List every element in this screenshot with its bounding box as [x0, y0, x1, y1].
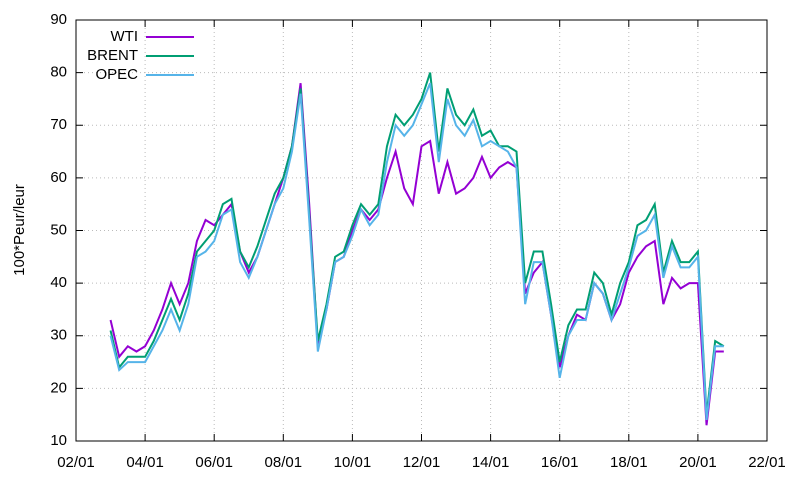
- x-tick-label: 10/01: [334, 454, 372, 471]
- x-tick-label: 22/01: [748, 454, 786, 471]
- y-tick-label: 20: [50, 379, 67, 396]
- x-tick-label: 18/01: [610, 454, 648, 471]
- y-tick-label: 70: [50, 116, 67, 133]
- x-tick-label: 14/01: [472, 454, 510, 471]
- y-tick-label: 90: [50, 11, 67, 28]
- legend-label: OPEC: [95, 66, 138, 83]
- x-tick-label: 04/01: [126, 454, 164, 471]
- x-tick-label: 06/01: [195, 454, 233, 471]
- x-tick-label: 12/01: [403, 454, 441, 471]
- y-tick-label: 30: [50, 327, 67, 344]
- x-tick-label: 02/01: [57, 454, 95, 471]
- x-tick-label: 20/01: [679, 454, 717, 471]
- series-line: [109, 72, 725, 415]
- series-line: [109, 83, 724, 426]
- x-tick-label: 08/01: [265, 454, 303, 471]
- legend-label: BRENT: [87, 47, 138, 64]
- y-tick-label: 60: [50, 169, 67, 186]
- y-tick-label: 40: [50, 274, 67, 291]
- legend-label: WTI: [111, 28, 139, 45]
- x-tick-label: 16/01: [541, 454, 579, 471]
- y-tick-label: 50: [50, 221, 67, 238]
- plot-frame: [75, 19, 768, 442]
- y-tick-label: 80: [50, 64, 67, 81]
- series-line: [109, 82, 724, 421]
- y-tick-label: 10: [50, 432, 67, 449]
- y-axis-label: 100*Peur/leur: [11, 184, 28, 276]
